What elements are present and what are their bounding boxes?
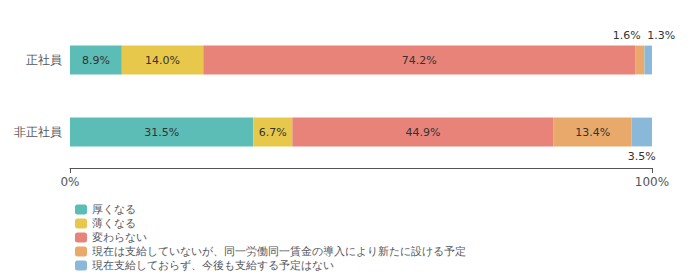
svg-text:3.5%: 3.5%: [628, 150, 656, 163]
svg-text:100%: 100%: [635, 175, 669, 189]
svg-text:6.7%: 6.7%: [259, 126, 287, 139]
svg-text:変わらない: 変わらない: [92, 231, 147, 244]
svg-text:正社員: 正社員: [26, 53, 62, 67]
svg-text:14.0%: 14.0%: [145, 54, 180, 67]
svg-text:44.9%: 44.9%: [406, 126, 441, 139]
svg-text:74.2%: 74.2%: [402, 54, 437, 67]
svg-text:非正社員: 非正社員: [14, 125, 62, 139]
svg-text:1.6%: 1.6%: [613, 29, 641, 42]
svg-text:1.3%: 1.3%: [647, 29, 675, 42]
svg-text:0%: 0%: [60, 175, 79, 189]
svg-text:13.4%: 13.4%: [575, 126, 610, 139]
svg-text:8.9%: 8.9%: [82, 54, 110, 67]
svg-text:厚くなる: 厚くなる: [92, 203, 136, 216]
svg-text:薄くなる: 薄くなる: [92, 217, 136, 230]
svg-text:現在は支給していないが、同一労働同一賃金の導入により新たに設: 現在は支給していないが、同一労働同一賃金の導入により新たに設ける予定: [92, 245, 466, 258]
svg-text:現在支給しておらず、今後も支給する予定はない: 現在支給しておらず、今後も支給する予定はない: [92, 259, 334, 272]
svg-text:31.5%: 31.5%: [144, 126, 179, 139]
